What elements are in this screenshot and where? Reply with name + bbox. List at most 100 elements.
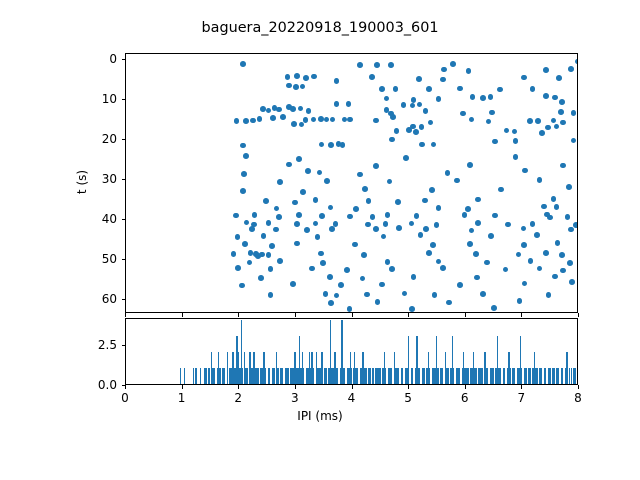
scatter-point [393, 128, 400, 134]
scatter-point [559, 99, 565, 105]
histogram-x-tickmark [125, 385, 127, 389]
scatter-point [444, 170, 451, 176]
histogram-bar [404, 368, 407, 384]
scatter-point [239, 282, 245, 289]
histogram-bar [298, 336, 301, 384]
histogram-bar [179, 368, 182, 384]
scatter-x-tickmark [578, 313, 580, 317]
histogram-bar [573, 368, 575, 384]
scatter-point [543, 250, 549, 256]
histogram-bar [492, 368, 495, 384]
scatter-point [388, 62, 394, 68]
scatter-point [240, 61, 246, 67]
histogram-bar [230, 368, 233, 384]
histogram-bar [246, 368, 248, 384]
scatter-point [450, 61, 457, 67]
scatter-point [465, 68, 472, 74]
scatter-point [410, 274, 417, 280]
histogram-bar [489, 368, 492, 384]
scatter-point [460, 110, 466, 117]
histogram-bar [545, 368, 547, 384]
scatter-point [345, 101, 352, 107]
scatter-y-tick-label: 50 [101, 252, 117, 266]
scatter-point [310, 116, 317, 123]
histogram-bar [407, 336, 410, 384]
scatter-point [383, 107, 390, 113]
scatter-point [359, 275, 366, 282]
scatter-point [327, 274, 333, 280]
histogram-axes [125, 318, 578, 385]
histogram-bar [251, 368, 254, 384]
scatter-point [422, 197, 428, 204]
scatter-y-tick-label: 0 [109, 52, 117, 66]
histogram-bar [470, 368, 472, 384]
scatter-point [265, 252, 272, 258]
histogram-bar [308, 352, 311, 384]
scatter-point [498, 186, 504, 193]
scatter-point [269, 243, 275, 249]
histogram-bar [244, 368, 247, 384]
histogram-bar [484, 352, 486, 384]
scatter-point [243, 219, 250, 226]
histogram-bar [461, 368, 463, 384]
histogram-bar [254, 368, 257, 384]
scatter-x-tickmark [238, 313, 240, 317]
scatter-point [503, 127, 510, 134]
histogram-bar [428, 368, 431, 384]
scatter-point [454, 177, 461, 184]
scatter-point [248, 226, 255, 232]
histogram-bar [498, 368, 500, 384]
scatter-point [541, 203, 547, 210]
histogram-bar [321, 352, 323, 384]
scatter-point [300, 189, 307, 195]
histogram-bar [324, 368, 326, 384]
histogram-bar [499, 368, 502, 384]
histogram-x-tickmark [521, 385, 523, 389]
scatter-point [267, 266, 274, 272]
scatter-point [384, 259, 391, 265]
histogram-bar [566, 352, 568, 384]
scatter-point [556, 75, 562, 81]
scatter-point [468, 227, 475, 234]
scatter-point [435, 96, 442, 102]
scatter-point [536, 177, 543, 183]
scatter-point [273, 226, 279, 233]
scatter-point [430, 141, 437, 148]
scatter-point [338, 282, 344, 288]
scatter-plot-axes [125, 53, 578, 313]
histogram-bar [242, 368, 244, 384]
scatter-point [265, 220, 272, 226]
scatter-point [566, 184, 572, 190]
histogram-bar [472, 352, 475, 384]
scatter-point [320, 260, 326, 266]
scatter-point [465, 206, 471, 212]
histogram-bar [410, 368, 412, 384]
histogram-bar [411, 368, 414, 384]
scatter-point [426, 86, 432, 92]
scatter-point [328, 300, 334, 306]
scatter-point [317, 250, 324, 257]
histogram-bar [396, 368, 398, 384]
histogram-bar [532, 368, 534, 384]
histogram-bar [369, 368, 371, 384]
histogram-bar [203, 368, 206, 384]
scatter-y-tickmark [121, 139, 125, 141]
scatter-y-tick-label: 60 [101, 292, 117, 306]
scatter-point [435, 205, 442, 211]
scatter-point [512, 138, 519, 144]
histogram-bar [249, 352, 251, 384]
scatter-point [246, 259, 253, 266]
scatter-point [388, 110, 394, 117]
scatter-point [570, 110, 577, 116]
scatter-point [403, 155, 410, 161]
scatter-point [242, 241, 248, 247]
histogram-bar [377, 368, 380, 384]
scatter-point [552, 273, 559, 280]
scatter-point [347, 116, 354, 123]
histogram-bar [239, 368, 241, 384]
histogram-bar [516, 368, 519, 384]
histogram-bar [290, 368, 292, 384]
histogram-bar [535, 368, 537, 384]
histogram-bar [385, 368, 387, 384]
scatter-point [423, 226, 429, 232]
